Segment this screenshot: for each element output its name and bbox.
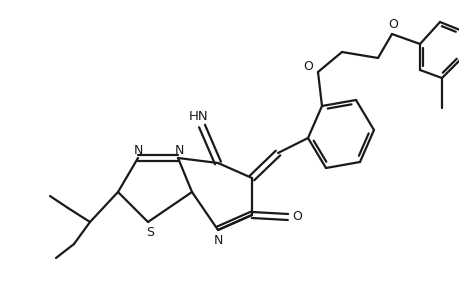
Text: O: O bbox=[302, 61, 312, 74]
Text: N: N bbox=[213, 233, 222, 247]
Text: N: N bbox=[174, 143, 183, 157]
Text: O: O bbox=[387, 17, 397, 31]
Text: HN: HN bbox=[189, 110, 208, 122]
Text: N: N bbox=[133, 145, 142, 158]
Text: O: O bbox=[291, 211, 301, 224]
Text: S: S bbox=[146, 226, 154, 238]
